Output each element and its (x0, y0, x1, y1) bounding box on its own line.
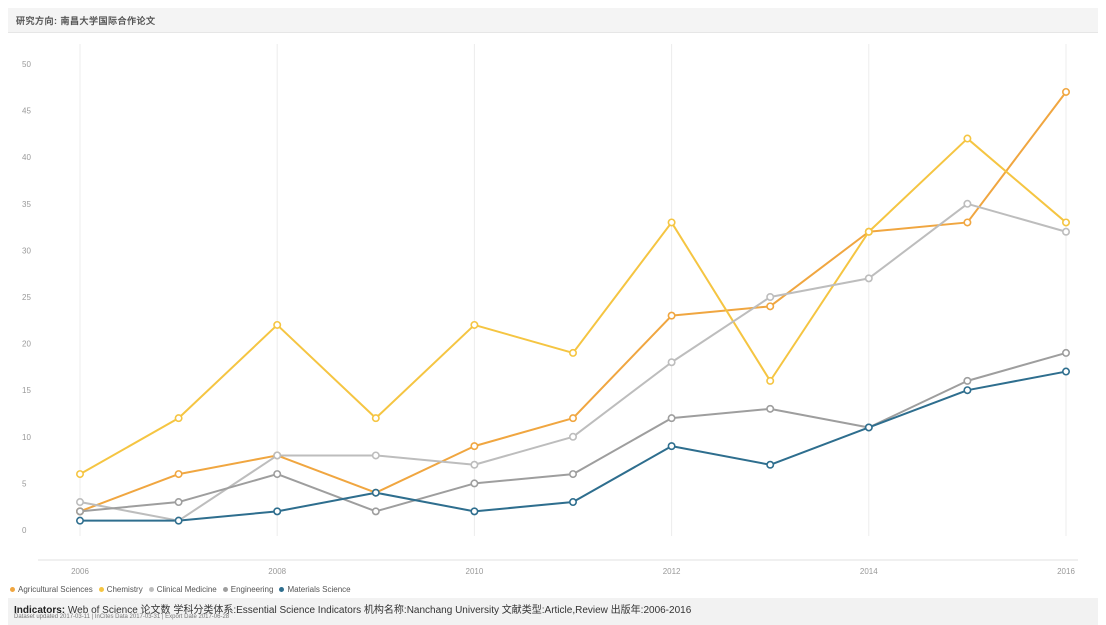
data-point[interactable] (766, 404, 775, 413)
data-point[interactable] (1062, 87, 1071, 96)
legend-swatch (222, 586, 228, 592)
data-point[interactable] (470, 442, 479, 451)
x-tick-label: 2010 (466, 567, 484, 576)
data-point[interactable] (766, 460, 775, 469)
data-point[interactable] (568, 348, 577, 357)
y-tick-label: 10 (22, 433, 31, 442)
data-point[interactable] (273, 320, 282, 329)
series-line-agricultural-sciences[interactable] (79, 91, 1067, 513)
data-point[interactable] (864, 227, 873, 236)
data-point[interactable] (667, 218, 676, 227)
data-point[interactable] (963, 386, 972, 395)
line-chart: 2006 2008 2010 2012 2014 2016 0 5 10 15 20 25 30 35 40… (8, 36, 1098, 596)
data-point[interactable] (667, 414, 676, 423)
legend-label: Chemistry (106, 584, 143, 594)
data-point[interactable] (470, 460, 479, 469)
legend-label: Clinical Medicine (156, 584, 217, 594)
legend-swatch (148, 586, 154, 592)
chart-svg: 2006 2008 2010 2012 2014 2016 0 5 10 15 20 25 30 35 40… (22, 44, 1078, 576)
data-point[interactable] (371, 488, 380, 497)
data-point[interactable] (568, 470, 577, 479)
data-point[interactable] (864, 274, 873, 283)
y-tick-label: 0 (22, 526, 27, 535)
chart-legend: Agricultural Sciences Chemistry Clinical M… (10, 583, 351, 595)
data-point[interactable] (174, 516, 183, 525)
footer-bar: Indicators: Web of Science 论文数 学科分类体系:Es… (8, 598, 1098, 625)
data-point[interactable] (864, 423, 873, 432)
legend-item[interactable]: Clinical Medicine (148, 584, 217, 594)
data-point[interactable] (766, 292, 775, 301)
indicators-text: Web of Science 论文数 学科分类体系:Essential Scie… (65, 605, 692, 616)
data-point[interactable] (667, 358, 676, 367)
legend-swatch (279, 586, 285, 592)
footer-indicators: Indicators: Web of Science 论文数 学科分类体系:Es… (14, 601, 691, 616)
y-tick-label: 45 (22, 107, 31, 116)
data-point[interactable] (568, 414, 577, 423)
x-tick-label: 2014 (860, 567, 878, 576)
x-tick-label: 2016 (1057, 567, 1075, 576)
data-point[interactable] (963, 376, 972, 385)
y-tick-label: 15 (22, 386, 31, 395)
footer-meta: Dataset updated 2017-03-11 | InCites Dat… (14, 614, 230, 620)
data-point[interactable] (1062, 367, 1071, 376)
data-point[interactable] (371, 414, 380, 423)
data-point[interactable] (766, 302, 775, 311)
legend-swatch (98, 586, 104, 592)
data-point[interactable] (76, 516, 85, 525)
x-tick-label: 2008 (268, 567, 286, 576)
series-line-engineering[interactable] (79, 351, 1067, 513)
data-point[interactable] (76, 498, 85, 507)
data-point[interactable] (963, 199, 972, 208)
legend-item[interactable]: Materials Science (279, 584, 351, 594)
data-point[interactable] (568, 498, 577, 507)
y-tick-label: 40 (22, 153, 31, 162)
data-point[interactable] (963, 218, 972, 227)
x-tick-label: 2012 (663, 567, 681, 576)
chart-header-title: 研究方向: 南昌大学国际合作论文 (16, 16, 156, 26)
data-point[interactable] (1062, 348, 1071, 357)
y-tick-label: 20 (22, 340, 31, 349)
data-point[interactable] (371, 507, 380, 516)
data-point[interactable] (766, 376, 775, 385)
y-tick-label: 25 (22, 293, 31, 302)
data-point[interactable] (273, 470, 282, 479)
data-point[interactable] (1062, 227, 1071, 236)
data-point[interactable] (371, 451, 380, 460)
data-point[interactable] (963, 134, 972, 143)
data-point[interactable] (76, 507, 85, 516)
data-point[interactable] (273, 451, 282, 460)
legend-item[interactable]: Chemistry (98, 584, 143, 594)
data-point[interactable] (76, 470, 85, 479)
header-bar: 研究方向: 南昌大学国际合作论文 (8, 8, 1098, 33)
y-tick-label: 50 (22, 60, 31, 69)
data-point[interactable] (470, 507, 479, 516)
y-tick-label: 5 (22, 479, 27, 488)
data-point[interactable] (470, 320, 479, 329)
legend-item[interactable]: Agricultural Sciences (10, 585, 93, 594)
data-point[interactable] (470, 479, 479, 488)
data-point[interactable] (273, 507, 282, 516)
data-point[interactable] (174, 498, 183, 507)
legend-swatch (10, 586, 15, 592)
data-point[interactable] (667, 442, 676, 451)
legend-label: Engineering (230, 584, 274, 594)
data-point[interactable] (1062, 218, 1071, 227)
legend-label: Materials Science (287, 584, 351, 594)
data-point[interactable] (667, 311, 676, 320)
legend-label: Agricultural Sciences (18, 584, 93, 594)
data-point[interactable] (568, 432, 577, 441)
y-tick-label: 35 (22, 200, 31, 209)
legend-item[interactable]: Engineering (222, 584, 274, 594)
y-tick-label: 30 (22, 246, 31, 255)
series-line-chemistry[interactable] (79, 137, 1067, 475)
x-tick-label: 2006 (71, 567, 89, 576)
indicators-label: Indicators: (14, 605, 66, 616)
data-point[interactable] (174, 414, 183, 423)
data-point[interactable] (174, 470, 183, 479)
